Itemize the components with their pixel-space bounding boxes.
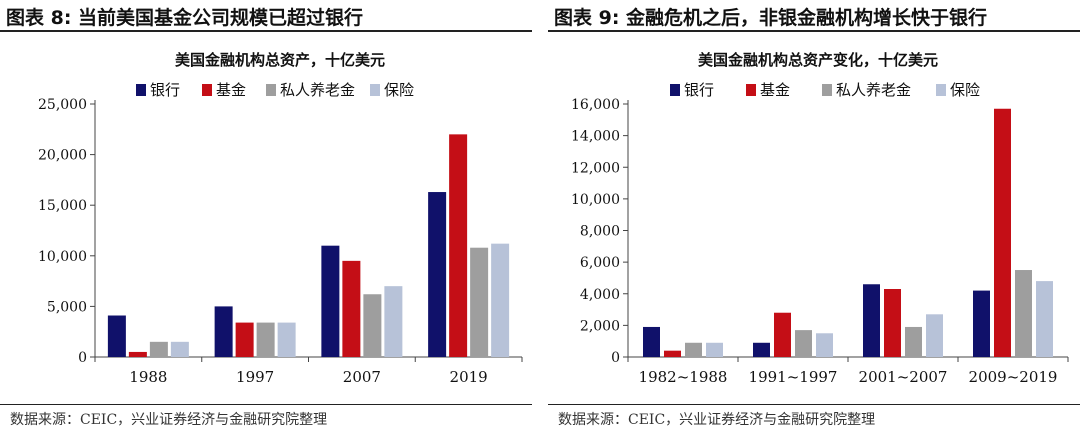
- legend-label-1: 银行: [684, 81, 714, 99]
- bar-3-2009-2019: [1015, 270, 1032, 357]
- bar-1-2007: [321, 245, 340, 357]
- bar-2-1997: [235, 322, 254, 357]
- title-rule: [548, 30, 1080, 32]
- chart-title: 美国金融机构总资产变化，十亿美元: [698, 51, 938, 69]
- y-tick-label: 10,000: [571, 192, 620, 208]
- legend-label-4: 保险: [384, 81, 414, 99]
- figure-8-panel: 图表 8: 当前美国基金公司规模已超过银行 美国金融机构总资产，十亿美元银行 基金…: [0, 0, 532, 441]
- legend-swatch-4: [370, 84, 380, 96]
- y-tick-label: 0: [611, 350, 620, 366]
- bar-2-1991-1997: [774, 312, 791, 357]
- bar-4-2019: [491, 243, 510, 357]
- y-tick-label: 20,000: [38, 148, 87, 164]
- x-tick-label: 2019: [450, 368, 488, 386]
- x-tick-label: 2001~2007: [859, 368, 948, 386]
- y-tick-label: 12,000: [571, 160, 620, 176]
- bar-3-1997: [256, 322, 275, 357]
- x-tick-label: 1988: [129, 368, 167, 386]
- bar-4-1982-1988: [706, 342, 723, 357]
- bar-2-2001-2007: [884, 289, 901, 357]
- chart-title: 美国金融机构总资产，十亿美元: [175, 51, 385, 69]
- bar-3-2007: [363, 294, 382, 357]
- bar-2-2007: [342, 260, 361, 357]
- bar-3-1991-1997: [795, 330, 812, 357]
- y-tick-label: 16,000: [571, 97, 620, 113]
- bar-1-2001-2007: [863, 284, 880, 357]
- bar-1-1997: [214, 306, 233, 357]
- bar-1-2009-2019: [973, 290, 990, 357]
- figure-9-panel: 图表 9: 金融危机之后，非银金融机构增长快于银行 美国金融机构总资产变化，十亿…: [548, 0, 1080, 441]
- figure-title: 图表 9: 金融危机之后，非银金融机构增长快于银行: [554, 7, 988, 29]
- data-source-note: 数据来源：CEIC，兴业证券经济与金融研究院整理: [558, 412, 876, 428]
- bar-4-1991-1997: [816, 333, 833, 357]
- y-tick-label: 8,000: [580, 224, 620, 240]
- legend-label-3: 私人养老金: [280, 81, 355, 99]
- y-tick-label: 5,000: [47, 299, 87, 315]
- legend-label-4: 保险: [950, 81, 980, 99]
- bar-4-1997: [277, 322, 296, 357]
- legend-swatch-1: [670, 84, 680, 96]
- data-source-note: 数据来源：CEIC，兴业证券经济与金融研究院整理: [10, 412, 328, 428]
- bar-3-2001-2007: [905, 326, 922, 357]
- bar-2-2009-2019: [994, 108, 1011, 358]
- bar-4-2007: [384, 286, 403, 357]
- figure-title: 图表 8: 当前美国基金公司规模已超过银行: [6, 7, 364, 29]
- y-tick-label: 6,000: [580, 255, 620, 271]
- x-tick-label: 1997: [236, 368, 274, 386]
- y-tick-label: 2,000: [580, 318, 620, 334]
- title-rule: [0, 30, 532, 32]
- bar-1-1988: [107, 315, 126, 357]
- legend-swatch-2: [746, 84, 756, 96]
- bar-2-1982-1988: [664, 350, 681, 357]
- legend-swatch-3: [266, 84, 276, 96]
- bar-4-2001-2007: [926, 314, 943, 357]
- x-tick-label: 2009~2019: [969, 368, 1058, 386]
- y-tick-label: 25,000: [38, 97, 87, 113]
- legend-label-2: 基金: [216, 81, 246, 99]
- bar-3-1982-1988: [685, 342, 702, 357]
- bar-1-2019: [428, 192, 447, 357]
- bar-2-1988: [128, 351, 147, 357]
- y-tick-label: 14,000: [571, 129, 620, 145]
- legend-label-1: 银行: [150, 81, 180, 99]
- bar-1-1982-1988: [643, 326, 660, 357]
- source-rule: [548, 404, 1080, 405]
- x-tick-label: 1982~1988: [639, 368, 728, 386]
- legend-label-2: 基金: [760, 81, 790, 99]
- y-tick-label: 0: [78, 350, 87, 366]
- legend-swatch-1: [136, 84, 146, 96]
- bar-3-2019: [470, 247, 489, 357]
- bar-4-1988: [170, 341, 189, 357]
- bar-1-1991-1997: [753, 342, 770, 357]
- bar-4-2009-2019: [1036, 281, 1053, 357]
- legend-swatch-3: [822, 84, 832, 96]
- bar-3-1988: [149, 341, 168, 357]
- legend-swatch-2: [202, 84, 212, 96]
- x-tick-label: 1991~1997: [749, 368, 838, 386]
- x-tick-label: 2007: [343, 368, 381, 386]
- source-rule: [0, 404, 532, 405]
- y-tick-label: 4,000: [580, 287, 620, 303]
- legend-swatch-4: [936, 84, 946, 96]
- bar-2-2019: [449, 134, 468, 357]
- y-tick-label: 15,000: [38, 198, 87, 214]
- y-tick-label: 10,000: [38, 249, 87, 265]
- legend-label-3: 私人养老金: [836, 81, 911, 99]
